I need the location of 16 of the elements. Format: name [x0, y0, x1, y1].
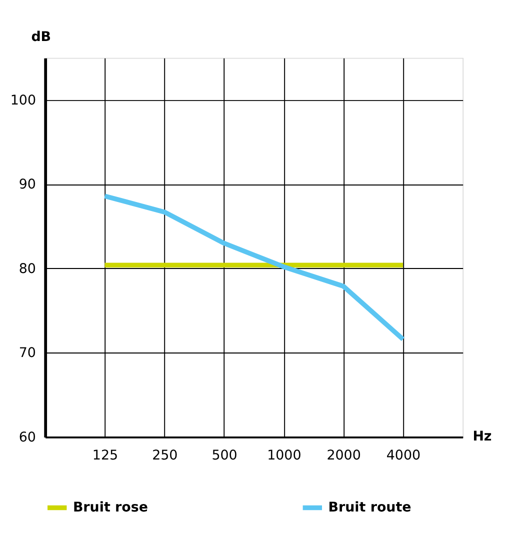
y-tick-label: 90 [18, 178, 36, 193]
x-axis-title: Hz [472, 429, 492, 444]
x-tick-label: 2000 [326, 448, 361, 464]
x-tick-label: 500 [212, 448, 238, 464]
y-tick-label: 80 [18, 262, 36, 277]
y-tick-label: 60 [18, 430, 36, 446]
y-tick-label: 100 [10, 93, 36, 108]
legend-label: Bruit rose [72, 500, 148, 516]
x-tick-label: 250 [152, 448, 178, 464]
line-series [102, 194, 406, 342]
legend-label: Bruit route [328, 500, 412, 516]
x-tick-label: 125 [92, 448, 118, 464]
x-tick-label: 1000 [267, 448, 302, 464]
y-axis-title: dB [31, 30, 52, 46]
y-tick-label: 70 [18, 346, 36, 362]
x-tick-label: 4000 [386, 448, 421, 464]
